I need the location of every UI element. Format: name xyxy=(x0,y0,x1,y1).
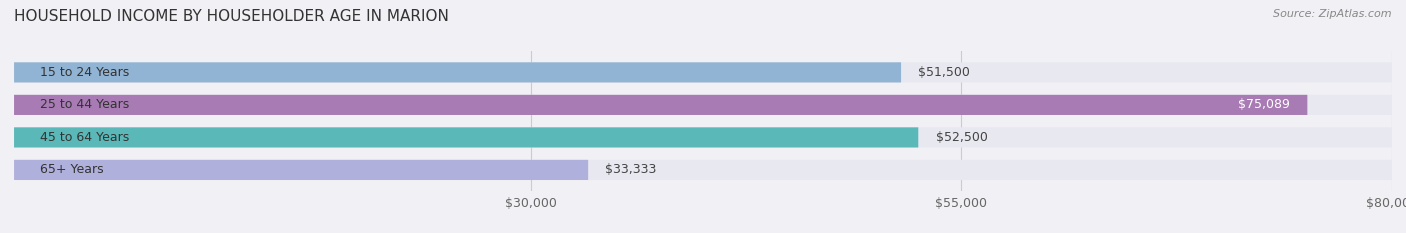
Text: $33,333: $33,333 xyxy=(606,163,657,176)
Text: 65+ Years: 65+ Years xyxy=(39,163,104,176)
FancyBboxPatch shape xyxy=(14,127,918,147)
Text: 15 to 24 Years: 15 to 24 Years xyxy=(39,66,129,79)
Text: HOUSEHOLD INCOME BY HOUSEHOLDER AGE IN MARION: HOUSEHOLD INCOME BY HOUSEHOLDER AGE IN M… xyxy=(14,9,449,24)
Text: $75,089: $75,089 xyxy=(1239,98,1291,111)
Text: 25 to 44 Years: 25 to 44 Years xyxy=(39,98,129,111)
FancyBboxPatch shape xyxy=(14,95,1392,115)
FancyBboxPatch shape xyxy=(14,127,1392,147)
Text: 45 to 64 Years: 45 to 64 Years xyxy=(39,131,129,144)
Text: $51,500: $51,500 xyxy=(918,66,970,79)
FancyBboxPatch shape xyxy=(14,160,588,180)
Text: $52,500: $52,500 xyxy=(935,131,987,144)
FancyBboxPatch shape xyxy=(14,62,1392,82)
FancyBboxPatch shape xyxy=(14,160,1392,180)
FancyBboxPatch shape xyxy=(14,95,1308,115)
FancyBboxPatch shape xyxy=(14,62,901,82)
Text: Source: ZipAtlas.com: Source: ZipAtlas.com xyxy=(1274,9,1392,19)
